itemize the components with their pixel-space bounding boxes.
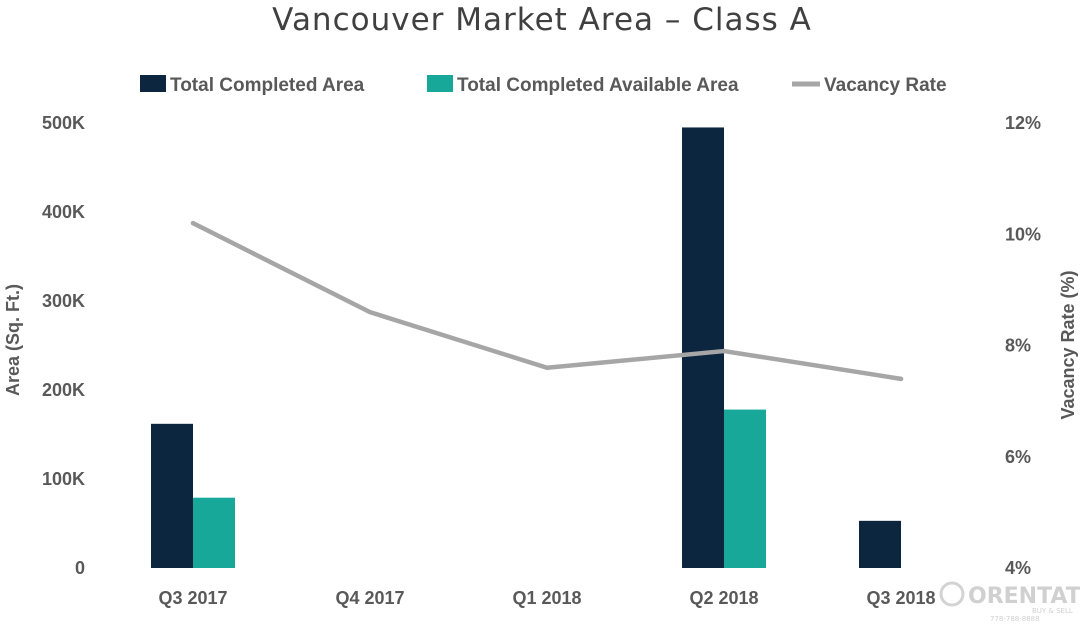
watermark: ORENTATE BUY & SELL 778-788-8888	[939, 581, 1080, 623]
bar-total-completed-available-area	[193, 497, 235, 568]
y-axis-right-ticks: 4% 6% 8% 10% 12%	[1005, 113, 1041, 578]
watermark-subtext-2: 778-788-8888	[990, 615, 1040, 623]
legend-swatch-total-completed-available-area	[427, 75, 453, 92]
legend-label-total-completed-available-area: Total Completed Available Area	[457, 75, 739, 96]
vacancy-rate-point	[544, 365, 550, 370]
vacancy-rate-point	[190, 220, 196, 226]
y-left-tick-label: 200K	[42, 380, 85, 400]
y-left-tick-label: 500K	[42, 113, 85, 133]
bar-total-completed-area	[682, 127, 724, 568]
x-tick-label: Q2 2018	[689, 588, 758, 608]
watermark-logo-icon	[939, 581, 965, 607]
y-axis-left-title: Area (Sq. Ft.)	[3, 284, 23, 396]
watermark-subtext-1: BUY & SELL	[1032, 607, 1073, 615]
watermark-text: ORENTATE	[968, 584, 1080, 609]
chart-title: Vancouver Market Area – Class A	[272, 2, 812, 38]
legend-label-total-completed-area: Total Completed Area	[170, 75, 365, 96]
y-right-tick-label: 8%	[1005, 336, 1031, 356]
y-right-tick-label: 6%	[1005, 447, 1031, 467]
y-right-tick-label: 10%	[1005, 224, 1041, 244]
legend: Total Completed Area Total Completed Ava…	[140, 75, 947, 96]
x-axis-ticks: Q3 2017 Q4 2017 Q1 2018 Q2 2018 Q3 2018	[158, 588, 935, 608]
x-tick-label: Q3 2018	[866, 588, 935, 608]
x-tick-label: Q1 2018	[512, 588, 581, 608]
bar-total-completed-available-area	[724, 409, 766, 568]
y-axis-right-title: Vacancy Rate (%)	[1058, 270, 1078, 419]
bars	[151, 127, 901, 568]
y-right-tick-label: 4%	[1005, 558, 1031, 578]
y-left-tick-label: 400K	[42, 202, 85, 222]
bar-total-completed-area	[151, 423, 193, 568]
x-tick-label: Q3 2017	[158, 588, 227, 608]
y-right-tick-label: 12%	[1005, 113, 1041, 133]
vacancy-rate-point	[367, 309, 373, 315]
vacancy-rate-point	[721, 348, 727, 354]
y-left-tick-label: 0	[75, 558, 85, 578]
vacancy-rate-point	[898, 376, 904, 382]
bar-total-completed-area	[859, 520, 901, 568]
legend-label-vacancy-rate: Vacancy Rate	[824, 75, 947, 96]
vacancy-rate-line-layer	[190, 220, 904, 382]
y-axis-left-ticks: 0 100K 200K 300K 400K 500K	[42, 113, 85, 578]
y-left-tick-label: 100K	[42, 469, 85, 489]
y-left-tick-label: 300K	[42, 291, 85, 311]
vacancy-rate-line	[190, 220, 904, 382]
legend-swatch-total-completed-area	[140, 75, 166, 92]
x-tick-label: Q4 2017	[335, 588, 404, 608]
